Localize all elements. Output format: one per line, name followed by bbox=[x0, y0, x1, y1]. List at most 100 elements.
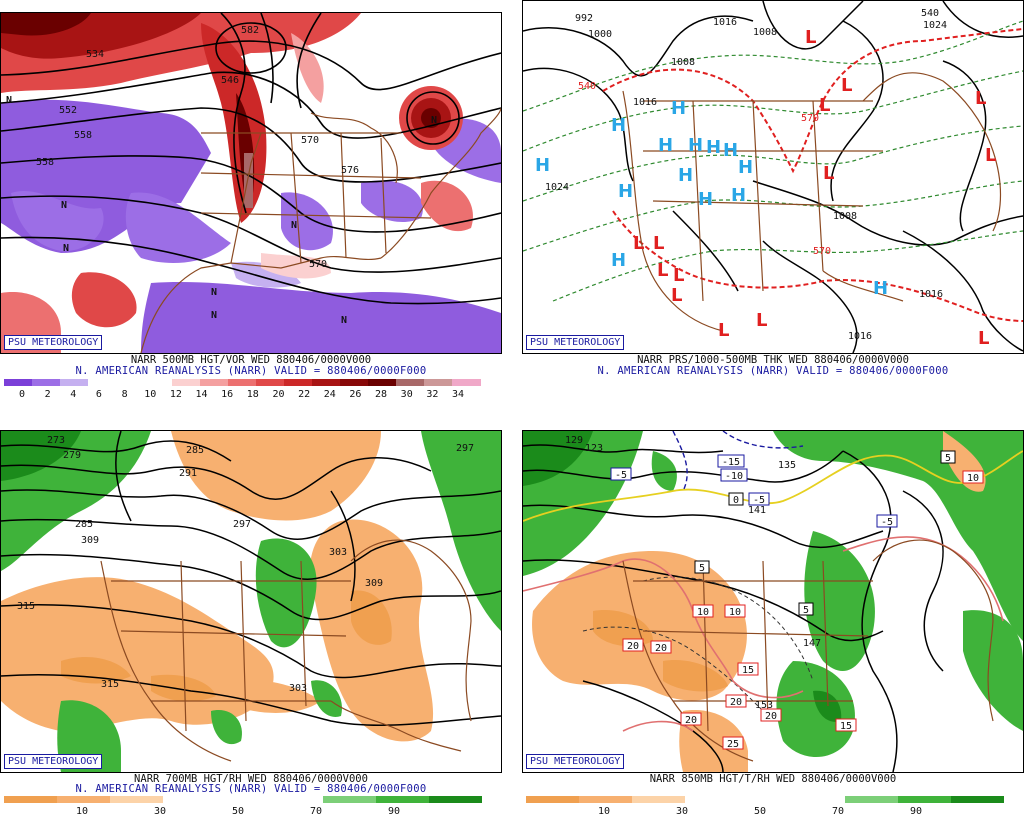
colorbar-segment bbox=[685, 796, 739, 803]
map-label: 309 bbox=[81, 535, 99, 546]
vorticity-center-mark: N bbox=[341, 315, 347, 326]
colorbar-segment bbox=[269, 796, 324, 803]
low-pressure-mark: L bbox=[819, 95, 830, 116]
map-label: 123 bbox=[585, 443, 603, 454]
temperature-value: 5 bbox=[803, 605, 809, 616]
colorbar-vorticity bbox=[4, 379, 481, 386]
vorticity-center-mark: N bbox=[211, 310, 217, 321]
colorbar-segment bbox=[738, 796, 793, 803]
low-pressure-mark: L bbox=[671, 285, 682, 306]
high-pressure-mark: H bbox=[611, 115, 626, 136]
map-label: 315 bbox=[17, 601, 35, 612]
temperature-value: 20 bbox=[627, 641, 639, 652]
temperature-value: 15 bbox=[742, 665, 754, 676]
temperature-box bbox=[876, 514, 898, 528]
low-pressure-mark: L bbox=[805, 27, 816, 48]
vorticity-center-mark: N bbox=[291, 220, 297, 231]
colorbar-tick-label: 90 bbox=[909, 806, 923, 817]
temperature-value: 5 bbox=[699, 563, 705, 574]
colorbar-tick-label: 0 bbox=[18, 389, 26, 400]
map-label: 1008 bbox=[671, 57, 695, 68]
map-label: 141 bbox=[748, 505, 766, 516]
map-label: 297 bbox=[233, 519, 251, 530]
vorticity-center-mark: N bbox=[63, 243, 69, 254]
low-pressure-mark: L bbox=[718, 320, 729, 341]
psu-meteorology-badge: PSU METEOROLOGY bbox=[4, 335, 103, 350]
temperature-box bbox=[680, 712, 702, 726]
colorbar-segment bbox=[897, 796, 952, 803]
colorbar-segment bbox=[424, 379, 453, 386]
colorbar-tick-label: 10 bbox=[144, 389, 157, 400]
colorbar-segment bbox=[228, 379, 257, 386]
colorbar-segment bbox=[57, 796, 111, 803]
panel-500mb-vorticity: 552 558 570 576 570 582 534 546 558 N N … bbox=[0, 12, 502, 402]
temperature-value: 0 bbox=[733, 495, 739, 506]
colorbar-segment bbox=[844, 796, 899, 803]
temperature-box bbox=[748, 492, 770, 506]
map-500mb-svg: 552 558 570 576 570 582 534 546 558 N N … bbox=[1, 13, 501, 353]
low-pressure-mark: L bbox=[633, 233, 644, 254]
temperature-value: -15 bbox=[722, 457, 740, 468]
high-pressure-mark: H bbox=[731, 185, 746, 206]
temperature-value: -5 bbox=[615, 470, 627, 481]
vorticity-center-mark: N bbox=[211, 287, 217, 298]
colorbar-segment bbox=[322, 796, 377, 803]
map-850mb: -5 -15 -10 -5 0 -5 5 5 10 10 20 20 15 20 20 25 15 5 10 20 1… bbox=[522, 430, 1024, 773]
colorbar-tick-label: 16 bbox=[221, 389, 234, 400]
panel-caption-valid: N. AMERICAN REANALYSIS (NARR) VALID = 88… bbox=[75, 783, 427, 795]
vorticity-center-mark: N bbox=[6, 95, 12, 106]
temperature-box bbox=[798, 602, 814, 616]
vorticity-center-mark: N bbox=[61, 200, 67, 211]
colorbar-tick-label: 12 bbox=[169, 389, 182, 400]
map-label: 540 bbox=[921, 8, 939, 19]
colorbar-tick-label: 4 bbox=[70, 389, 77, 400]
psu-meteorology-badge: PSU METEOROLOGY bbox=[526, 754, 625, 769]
temperature-value: 25 bbox=[727, 739, 739, 750]
colorbar-segment bbox=[60, 379, 89, 386]
map-label: 291 bbox=[179, 468, 197, 479]
temperature-box bbox=[720, 468, 748, 482]
map-label: 570 bbox=[801, 113, 819, 124]
low-pressure-mark: L bbox=[823, 163, 834, 184]
colorbar-segment bbox=[4, 796, 58, 803]
map-surface: H H H H H H H H H H H H H H L L L L bbox=[522, 0, 1024, 354]
low-pressure-mark: L bbox=[975, 88, 986, 109]
colorbar-segment bbox=[428, 796, 483, 803]
panel-caption-product: NARR PRS/1000-500MB THK WED 880406/0000V… bbox=[637, 354, 909, 366]
colorbar-segment bbox=[284, 379, 313, 386]
colorbar-segment bbox=[256, 379, 285, 386]
map-label: 285 bbox=[186, 445, 204, 456]
low-pressure-mark: L bbox=[756, 310, 767, 331]
map-500mb: 552 558 570 576 570 582 534 546 558 N N … bbox=[0, 12, 502, 354]
map-label: 153 bbox=[755, 700, 773, 711]
high-pressure-mark: H bbox=[618, 181, 633, 202]
panel-caption-product: NARR 700MB HGT/RH WED 880406/0000V000 bbox=[134, 773, 368, 785]
temperature-value: -5 bbox=[753, 495, 765, 506]
colorbar-segment bbox=[340, 379, 369, 386]
colorbar-tick-label: 32 bbox=[426, 389, 439, 400]
colorbar-tick-label: 22 bbox=[298, 389, 311, 400]
low-pressure-mark: L bbox=[841, 75, 852, 96]
low-pressure-mark: L bbox=[657, 260, 668, 281]
high-pressure-mark: H bbox=[706, 137, 721, 158]
colorbar-segment bbox=[32, 379, 61, 386]
colorbar-segment bbox=[452, 379, 481, 386]
map-label: 546 bbox=[221, 75, 239, 86]
low-pressure-mark: L bbox=[985, 145, 996, 166]
colorbar-rh bbox=[4, 796, 483, 803]
high-pressure-mark: H bbox=[658, 135, 673, 156]
temperature-box bbox=[760, 708, 782, 722]
temperature-value: 20 bbox=[655, 643, 667, 654]
low-pressure-mark: L bbox=[653, 233, 664, 254]
map-label: 570 bbox=[301, 135, 319, 146]
map-700mb: 273 279 285 291 297 303 309 315 315 303 … bbox=[0, 430, 502, 773]
colorbar-segment bbox=[144, 379, 173, 386]
colorbar-segment bbox=[88, 379, 117, 386]
colorbar-segment bbox=[791, 796, 846, 803]
temperature-value: 20 bbox=[685, 715, 697, 726]
panel-caption-product: NARR 500MB HGT/VOR WED 880406/0000V000 bbox=[130, 354, 372, 366]
map-label: 285 bbox=[75, 519, 93, 530]
temperature-value: 10 bbox=[729, 607, 741, 618]
map-label: 1016 bbox=[848, 331, 872, 342]
temperature-box bbox=[622, 638, 644, 652]
